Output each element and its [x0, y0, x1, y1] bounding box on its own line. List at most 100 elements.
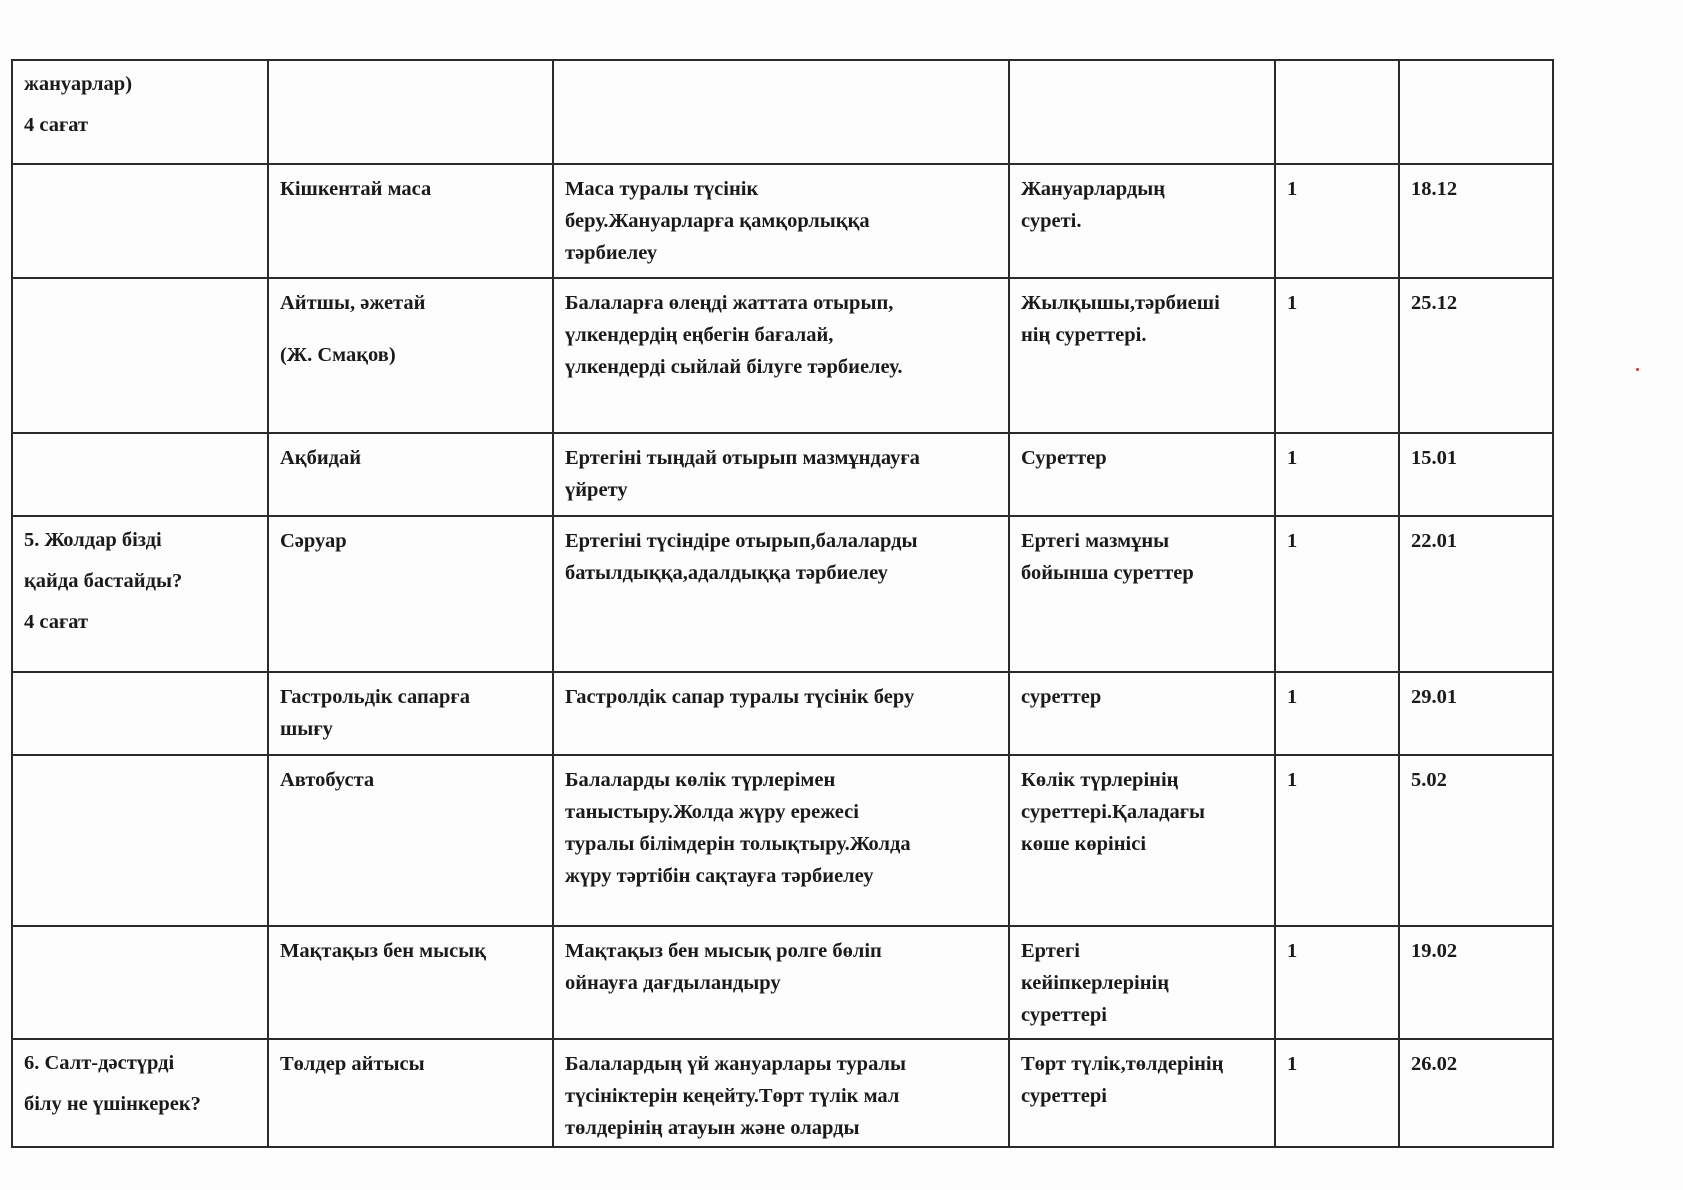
- goal-line: Маса туралы түсінік: [565, 178, 759, 200]
- table-row: Мақтақыз бен мысық Мақтақыз бен мысық рол…: [11, 925, 1554, 1040]
- hours-cell: 1: [1274, 925, 1400, 1040]
- topic-cell: 5. Жолдар бізді қайда бастайды? 4 сағат: [11, 515, 269, 673]
- goal-line: тәрбиелеу: [565, 242, 658, 264]
- title-line: Ақбидай: [280, 447, 362, 469]
- title-cell: [267, 59, 554, 165]
- hours-value: 1: [1287, 940, 1298, 962]
- hours-cell: [1274, 59, 1400, 165]
- hours-value: 1: [1287, 447, 1298, 469]
- materials-cell: Төрт түлік,төлдерінің суреттері: [1008, 1038, 1276, 1148]
- date-cell: 29.01: [1398, 671, 1554, 756]
- materials-line: Суреттер: [1021, 447, 1107, 469]
- title-line: Айтшы, әжетай: [280, 292, 426, 314]
- hours-value: 1: [1287, 530, 1298, 552]
- lesson-plan-table: жануарлар) 4 сағат Кішкентай маса Маса тура…: [11, 59, 1554, 1148]
- topic-cell: [11, 754, 269, 927]
- title-line: Гастрольдік сапарға: [280, 686, 470, 708]
- title-line: Төлдер айтысы: [280, 1053, 425, 1075]
- goal-cell: Гастролдік сапар туралы түсінік беру: [552, 671, 1010, 756]
- materials-cell: Ертегі кейіпкерлерінің суреттері: [1008, 925, 1276, 1040]
- materials-cell: Ертегі мазмұны бойынша суреттер: [1008, 515, 1276, 673]
- goal-line: беру.Жануарларға қамқорлыққа: [565, 210, 870, 232]
- date-cell: [1398, 59, 1554, 165]
- table-row: Ақбидай Ертегіні тыңдай отырып мазмұндауғ…: [11, 432, 1554, 517]
- topic-cell: жануарлар) 4 сағат: [11, 59, 269, 165]
- materials-line: Ертегі мазмұны: [1021, 530, 1170, 552]
- goal-line: үлкендердің еңбегін бағалай,: [565, 324, 834, 346]
- topic-line: 6. Салт-дәстүрді: [24, 1052, 175, 1074]
- materials-cell: Көлік түрлерінің суреттері.Қаладағы көше к…: [1008, 754, 1276, 927]
- materials-line: нің суреттері.: [1021, 324, 1147, 346]
- materials-line: суреттер: [1021, 686, 1102, 708]
- table-row: 5. Жолдар бізді қайда бастайды? 4 сағат Сәр…: [11, 515, 1554, 673]
- materials-line: кейіпкерлерінің: [1021, 972, 1170, 994]
- hours-cell: 1: [1274, 754, 1400, 927]
- goal-line: Мақтақыз бен мысық ролге бөліп: [565, 940, 882, 962]
- goal-line: Ертегіні түсіндіре отырып,балаларды: [565, 530, 918, 552]
- hours-value: 1: [1287, 178, 1298, 200]
- goal-cell: Маса туралы түсінік беру.Жануарларға қамқ…: [552, 163, 1010, 279]
- materials-line: суреттері: [1021, 1085, 1107, 1107]
- goal-line: Балалардың үй жануарлары туралы: [565, 1053, 907, 1075]
- title-line: Мақтақыз бен мысық: [280, 940, 487, 962]
- materials-line: көше көрінісі: [1021, 833, 1147, 855]
- materials-line: Жануарлардың: [1021, 178, 1166, 200]
- scan-speck: [1636, 368, 1639, 371]
- title-cell: Кішкентай маса: [267, 163, 554, 279]
- goal-line: Ертегіні тыңдай отырып мазмұндауға: [565, 447, 920, 469]
- topic-line: 5. Жолдар бізді: [24, 529, 162, 551]
- date-cell: 5.02: [1398, 754, 1554, 927]
- hours-value: 1: [1287, 292, 1298, 314]
- title-cell: Автобуста: [267, 754, 554, 927]
- title-line: шығу: [280, 718, 333, 740]
- goal-line: Гастролдік сапар туралы түсінік беру: [565, 686, 915, 708]
- title-cell: Гастрольдік сапарға шығу: [267, 671, 554, 756]
- goal-cell: Ертегіні түсіндіре отырып,балаларды батыл…: [552, 515, 1010, 673]
- goal-line: үйрету: [565, 479, 628, 501]
- goal-line: Балаларды көлік түрлерімен: [565, 769, 836, 791]
- date-value: 15.01: [1411, 447, 1458, 469]
- goal-line: батылдыққа,адалдыққа тәрбиелеу: [565, 562, 888, 584]
- date-value: 26.02: [1411, 1053, 1458, 1075]
- date-value: 5.02: [1411, 769, 1447, 791]
- table-row: жануарлар) 4 сағат: [11, 59, 1554, 165]
- date-value: 22.01: [1411, 530, 1458, 552]
- hours-cell: 1: [1274, 671, 1400, 756]
- hours-value: 1: [1287, 1053, 1298, 1075]
- date-cell: 22.01: [1398, 515, 1554, 673]
- title-line: Кішкентай маса: [280, 178, 432, 200]
- topic-line: жануарлар): [24, 73, 133, 95]
- materials-line: бойынша суреттер: [1021, 562, 1194, 584]
- topic-line: қайда бастайды?: [24, 570, 183, 592]
- topic-line: 4 сағат: [24, 611, 89, 633]
- materials-cell: Жануарлардың суреті.: [1008, 163, 1276, 279]
- date-value: 19.02: [1411, 940, 1458, 962]
- goal-cell: Мақтақыз бен мысық ролге бөліп ойнауға да…: [552, 925, 1010, 1040]
- goal-line: үлкендерді сыйлай білуге тәрбиелеу.: [565, 356, 903, 378]
- title-line: Автобуста: [280, 769, 375, 791]
- hours-cell: 1: [1274, 432, 1400, 517]
- date-cell: 18.12: [1398, 163, 1554, 279]
- goal-line: Балаларға өлеңді жаттата отырып,: [565, 292, 894, 314]
- table-row: Гастрольдік сапарға шығу Гастролдік сапар …: [11, 671, 1554, 756]
- goal-cell: Балаларға өлеңді жаттата отырып, үлкендер…: [552, 277, 1010, 434]
- date-cell: 19.02: [1398, 925, 1554, 1040]
- table-row: Кішкентай маса Маса туралы түсінік беру.Жа…: [11, 163, 1554, 279]
- materials-line: Ертегі: [1021, 940, 1080, 962]
- materials-cell: Суреттер: [1008, 432, 1276, 517]
- topic-cell: [11, 432, 269, 517]
- goal-line: таныстыру.Жолда жүру ережесі: [565, 801, 859, 823]
- topic-line: 4 сағат: [24, 114, 89, 136]
- date-value: 29.01: [1411, 686, 1458, 708]
- materials-cell: Жылқышы,тәрбиеші нің суреттері.: [1008, 277, 1276, 434]
- goal-cell: Ертегіні тыңдай отырып мазмұндауға үйрету: [552, 432, 1010, 517]
- title-line: Сәруар: [280, 530, 347, 552]
- title-cell: Сәруар: [267, 515, 554, 673]
- materials-line: Көлік түрлерінің: [1021, 769, 1179, 791]
- materials-cell: суреттер: [1008, 671, 1276, 756]
- hours-cell: 1: [1274, 163, 1400, 279]
- hours-cell: 1: [1274, 277, 1400, 434]
- title-cell: Мақтақыз бен мысық: [267, 925, 554, 1040]
- date-cell: 25.12: [1398, 277, 1554, 434]
- topic-cell: 6. Салт-дәстүрді білу не үшінкерек?: [11, 1038, 269, 1148]
